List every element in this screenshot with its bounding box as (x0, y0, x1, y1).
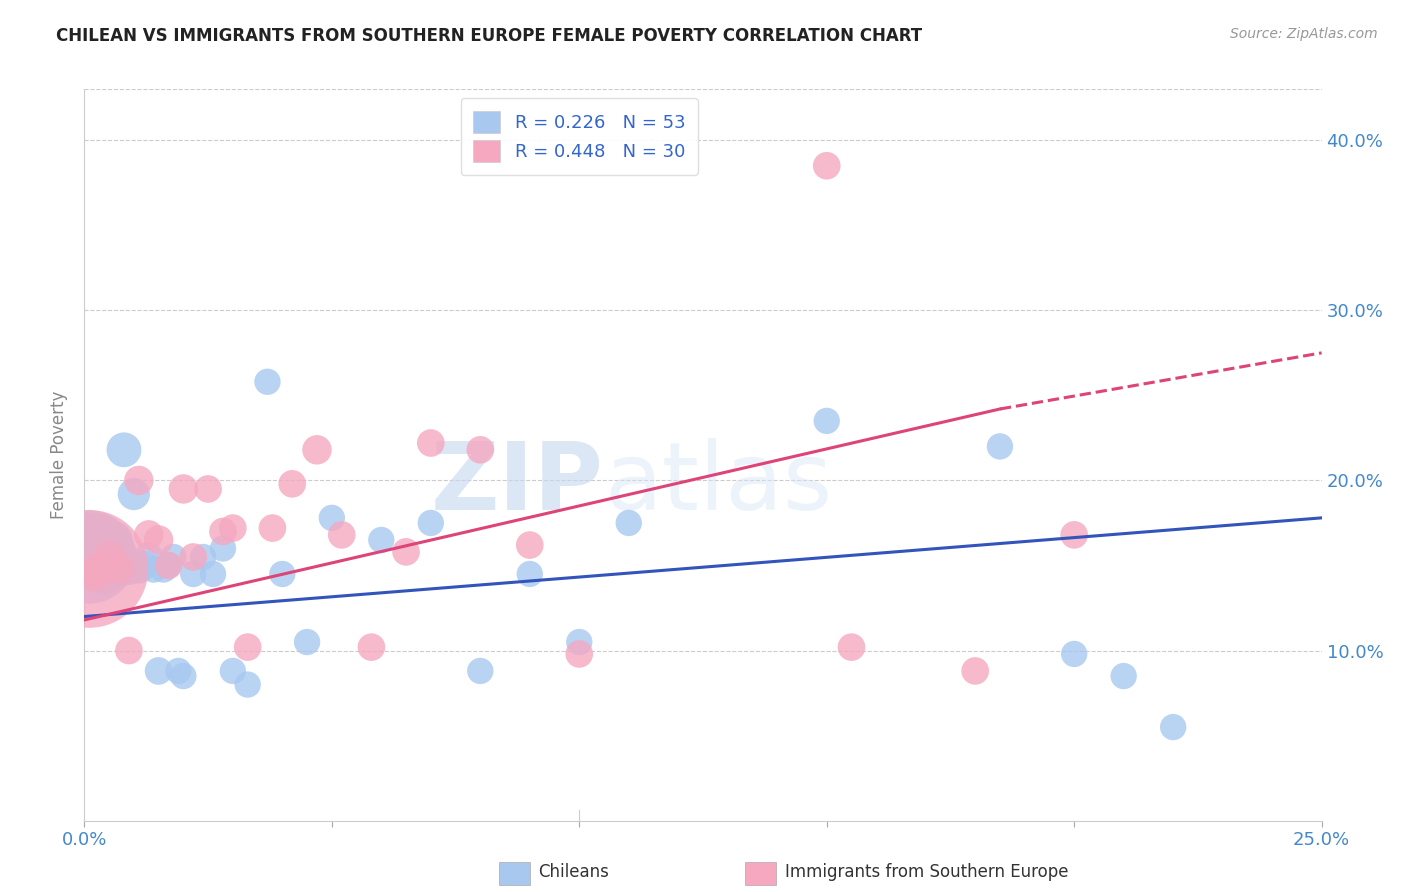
Point (360, 640, 382, 654)
Text: atlas: atlas (605, 438, 832, 530)
Point (79, 549, 101, 564)
Point (172, 669, 194, 683)
Point (167, 664, 190, 678)
Point (191, 549, 214, 564)
Point (83, 538, 105, 552)
Point (108, 545, 131, 559)
Point (112, 442, 135, 457)
Point (281, 476, 304, 491)
Point (98, 549, 121, 564)
Point (419, 436, 441, 450)
Point (841, 640, 863, 654)
Text: Source: ZipAtlas.com: Source: ZipAtlas.com (1230, 27, 1378, 41)
Point (815, 159, 838, 173)
Point (108, 562, 131, 576)
Point (519, 538, 541, 552)
Point (79, 562, 101, 576)
Legend: R = 0.226   N = 53, R = 0.448   N = 30: R = 0.226 N = 53, R = 0.448 N = 30 (461, 98, 697, 175)
Point (988, 439, 1011, 453)
Point (162, 549, 184, 564)
Point (1112, 669, 1135, 683)
Point (1161, 720, 1184, 734)
Text: Immigrants from Southern Europe: Immigrants from Southern Europe (785, 863, 1069, 881)
Point (103, 549, 125, 564)
Point (815, 414, 838, 428)
Point (122, 487, 145, 501)
Point (148, 533, 170, 547)
Point (965, 664, 987, 678)
Point (79, 533, 101, 547)
Point (93, 549, 115, 564)
Point (98, 549, 121, 564)
Point (128, 474, 150, 488)
Point (236, 640, 259, 654)
Point (370, 533, 392, 547)
Point (181, 566, 204, 581)
Point (108, 562, 131, 576)
Point (271, 566, 294, 581)
Point (103, 533, 125, 547)
Point (236, 677, 259, 691)
Point (118, 643, 141, 657)
Point (152, 562, 174, 576)
Point (1063, 528, 1085, 542)
Point (112, 562, 135, 576)
Point (519, 566, 541, 581)
Point (419, 516, 441, 530)
Point (568, 635, 591, 649)
Point (470, 442, 492, 457)
Point (157, 558, 180, 573)
Point (83, 566, 105, 581)
Point (262, 521, 284, 535)
Point (142, 562, 165, 576)
Point (305, 442, 328, 457)
Point (181, 549, 204, 564)
Point (172, 482, 194, 496)
Point (222, 664, 245, 678)
Point (98, 562, 121, 576)
Point (295, 635, 318, 649)
Point (103, 562, 125, 576)
Point (93, 566, 115, 581)
Text: Chileans: Chileans (538, 863, 609, 881)
Point (617, 516, 640, 530)
Point (395, 545, 418, 559)
Point (138, 549, 160, 564)
Point (256, 375, 278, 389)
Point (1063, 647, 1085, 661)
Point (222, 521, 245, 535)
Point (470, 664, 492, 678)
Point (118, 562, 141, 576)
Point (202, 566, 225, 581)
Point (330, 528, 353, 542)
Point (98, 538, 121, 552)
Point (321, 511, 343, 525)
Y-axis label: Female Poverty: Female Poverty (51, 391, 69, 519)
Point (89, 562, 111, 576)
Point (212, 524, 235, 539)
Point (568, 647, 591, 661)
Point (132, 558, 155, 573)
Point (212, 541, 235, 556)
Point (148, 664, 170, 678)
Point (93, 533, 115, 547)
Point (83, 558, 105, 573)
Point (197, 482, 219, 496)
Point (128, 562, 150, 576)
Text: CHILEAN VS IMMIGRANTS FROM SOUTHERN EUROPE FEMALE POVERTY CORRELATION CHART: CHILEAN VS IMMIGRANTS FROM SOUTHERN EURO… (56, 27, 922, 45)
Point (138, 528, 160, 542)
Point (89, 555, 111, 569)
Point (89, 528, 111, 542)
Text: ZIP: ZIP (432, 438, 605, 530)
Point (89, 545, 111, 559)
Point (157, 558, 180, 573)
